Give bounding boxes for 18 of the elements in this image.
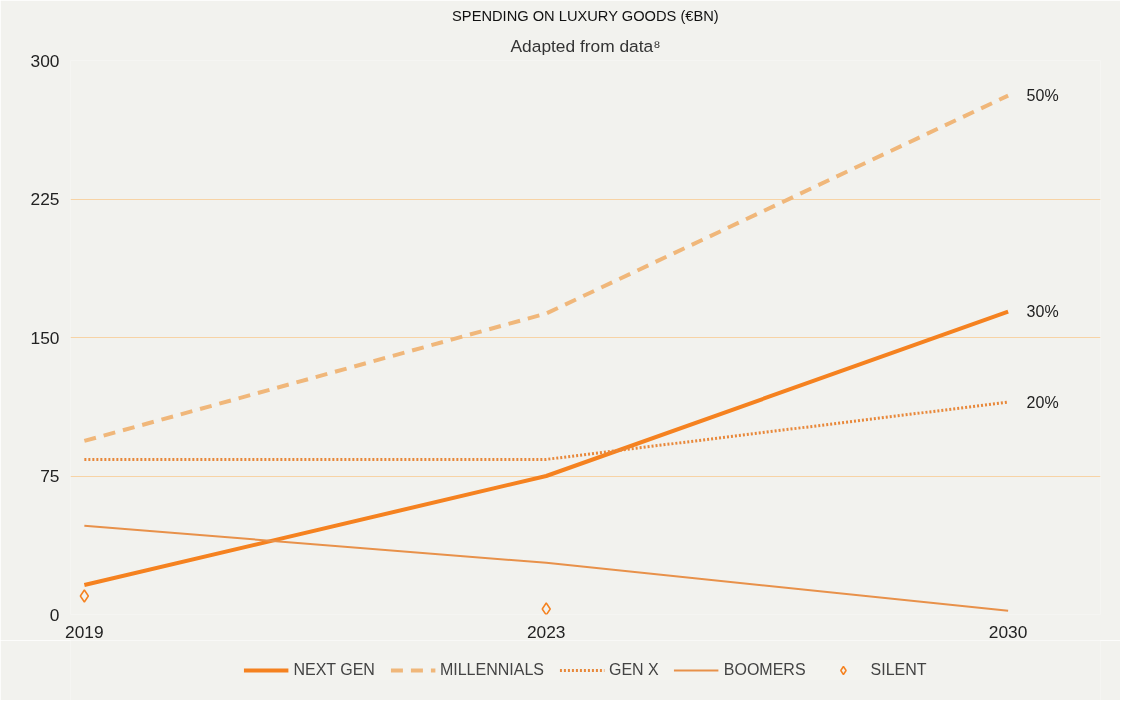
- y-tick-label: 150: [30, 327, 60, 348]
- legend-label: GEN X: [608, 660, 659, 680]
- annotation: 20%: [1026, 393, 1059, 411]
- legend-label: SILENT: [870, 660, 927, 680]
- legend-label: BOOMERS: [723, 660, 806, 680]
- x-tick-label: 2023: [526, 621, 566, 642]
- y-tick-label: 225: [30, 189, 60, 209]
- legend-label: NEXT GEN: [293, 660, 375, 680]
- y-tick-label: 300: [30, 50, 60, 71]
- y-tick-label: 0: [49, 604, 60, 625]
- annotation: 50%: [1026, 87, 1059, 105]
- annotation: 30%: [1026, 303, 1059, 321]
- y-tick-label: 75: [40, 466, 60, 486]
- legend-label: MILLENNIALS: [439, 660, 544, 680]
- chart-subtitle: Adapted from data⁸: [510, 35, 661, 56]
- x-tick-label: 2030: [988, 621, 1028, 642]
- x-tick-label: 2019: [65, 621, 104, 642]
- chart-title: SPENDING ON LUXURY GOODS (€BN): [452, 7, 719, 24]
